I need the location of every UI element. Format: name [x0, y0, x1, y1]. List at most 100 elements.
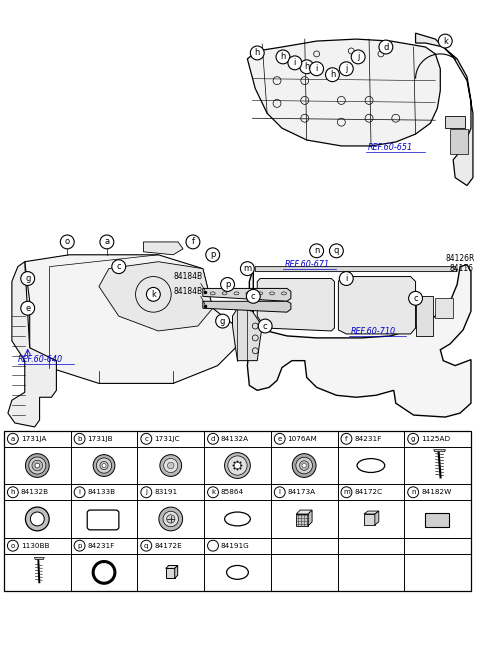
Circle shape	[141, 487, 152, 498]
Circle shape	[100, 235, 114, 249]
Circle shape	[351, 50, 365, 64]
Bar	[416, 297, 433, 336]
Circle shape	[221, 277, 235, 291]
Circle shape	[168, 462, 174, 469]
Text: h: h	[11, 489, 15, 495]
Text: 1130BB: 1130BB	[21, 543, 49, 548]
Text: q: q	[334, 246, 339, 255]
Text: 1731JB: 1731JB	[87, 436, 113, 441]
Circle shape	[206, 248, 220, 262]
Polygon shape	[364, 511, 379, 514]
Circle shape	[21, 301, 35, 315]
Circle shape	[300, 461, 309, 470]
Text: j: j	[145, 489, 147, 495]
Circle shape	[237, 468, 239, 470]
Circle shape	[60, 235, 74, 249]
Circle shape	[258, 319, 272, 333]
Polygon shape	[364, 514, 375, 525]
Polygon shape	[25, 255, 236, 383]
Text: 85864: 85864	[221, 489, 244, 495]
Circle shape	[25, 454, 49, 478]
Circle shape	[163, 511, 179, 527]
Text: c: c	[117, 262, 121, 271]
Polygon shape	[144, 242, 183, 255]
Polygon shape	[232, 308, 262, 361]
Text: b: b	[77, 436, 82, 441]
Circle shape	[296, 457, 312, 474]
Text: REF.60-651: REF.60-651	[368, 143, 413, 152]
Circle shape	[325, 68, 339, 81]
Circle shape	[234, 462, 240, 469]
Bar	[435, 298, 453, 318]
Polygon shape	[175, 565, 178, 579]
Text: i: i	[345, 274, 348, 283]
Text: e: e	[25, 304, 30, 313]
Polygon shape	[166, 569, 175, 579]
Text: 83191: 83191	[154, 489, 177, 495]
Text: 1731JC: 1731JC	[154, 436, 180, 441]
Text: h: h	[254, 49, 260, 58]
Text: 1125AD: 1125AD	[421, 436, 450, 441]
Polygon shape	[308, 510, 312, 526]
Text: p: p	[77, 543, 82, 548]
Circle shape	[141, 541, 152, 551]
Text: REF.60-671: REF.60-671	[285, 260, 330, 269]
Text: c: c	[144, 436, 148, 441]
Polygon shape	[166, 565, 178, 569]
Circle shape	[274, 487, 285, 498]
Text: 84173A: 84173A	[288, 489, 316, 495]
Text: j: j	[345, 64, 348, 73]
Circle shape	[159, 507, 182, 531]
Circle shape	[339, 272, 353, 285]
Circle shape	[74, 541, 85, 551]
Text: 84184B: 84184B	[173, 272, 202, 281]
Text: g: g	[25, 274, 30, 283]
Text: m: m	[343, 489, 350, 495]
Circle shape	[341, 434, 352, 444]
Polygon shape	[255, 266, 457, 272]
Text: REF.60-710: REF.60-710	[351, 327, 396, 336]
Text: j: j	[357, 52, 360, 62]
Text: g: g	[411, 436, 415, 441]
Text: 84172C: 84172C	[354, 489, 383, 495]
Text: c: c	[413, 294, 418, 303]
Polygon shape	[247, 264, 471, 417]
Text: p: p	[210, 251, 216, 259]
Circle shape	[160, 455, 181, 476]
Circle shape	[93, 455, 115, 476]
Circle shape	[300, 60, 313, 73]
Circle shape	[292, 454, 316, 478]
Circle shape	[207, 434, 218, 444]
Polygon shape	[296, 514, 308, 526]
Circle shape	[30, 512, 44, 526]
Text: i: i	[315, 64, 318, 73]
Circle shape	[150, 291, 156, 297]
Circle shape	[29, 457, 46, 474]
Circle shape	[225, 453, 251, 478]
Circle shape	[288, 56, 302, 70]
Text: e: e	[277, 436, 282, 441]
Circle shape	[276, 50, 290, 64]
Bar	[445, 116, 465, 128]
Text: 84132B: 84132B	[21, 489, 49, 495]
Circle shape	[302, 463, 306, 468]
Text: k: k	[151, 290, 156, 299]
Circle shape	[233, 462, 236, 464]
Circle shape	[233, 468, 236, 470]
Text: d: d	[211, 436, 215, 441]
Circle shape	[146, 287, 160, 301]
Circle shape	[164, 459, 178, 472]
Text: 1076AM: 1076AM	[288, 436, 317, 441]
Text: o: o	[65, 237, 70, 247]
Text: 1731JA: 1731JA	[21, 436, 46, 441]
Polygon shape	[375, 511, 379, 525]
Bar	[450, 129, 468, 154]
Circle shape	[339, 62, 353, 75]
Circle shape	[310, 62, 324, 75]
Text: 84172E: 84172E	[154, 543, 182, 548]
Circle shape	[240, 462, 241, 464]
Text: g: g	[220, 317, 225, 325]
Text: h: h	[330, 70, 335, 79]
Polygon shape	[247, 39, 440, 146]
Circle shape	[96, 458, 112, 473]
